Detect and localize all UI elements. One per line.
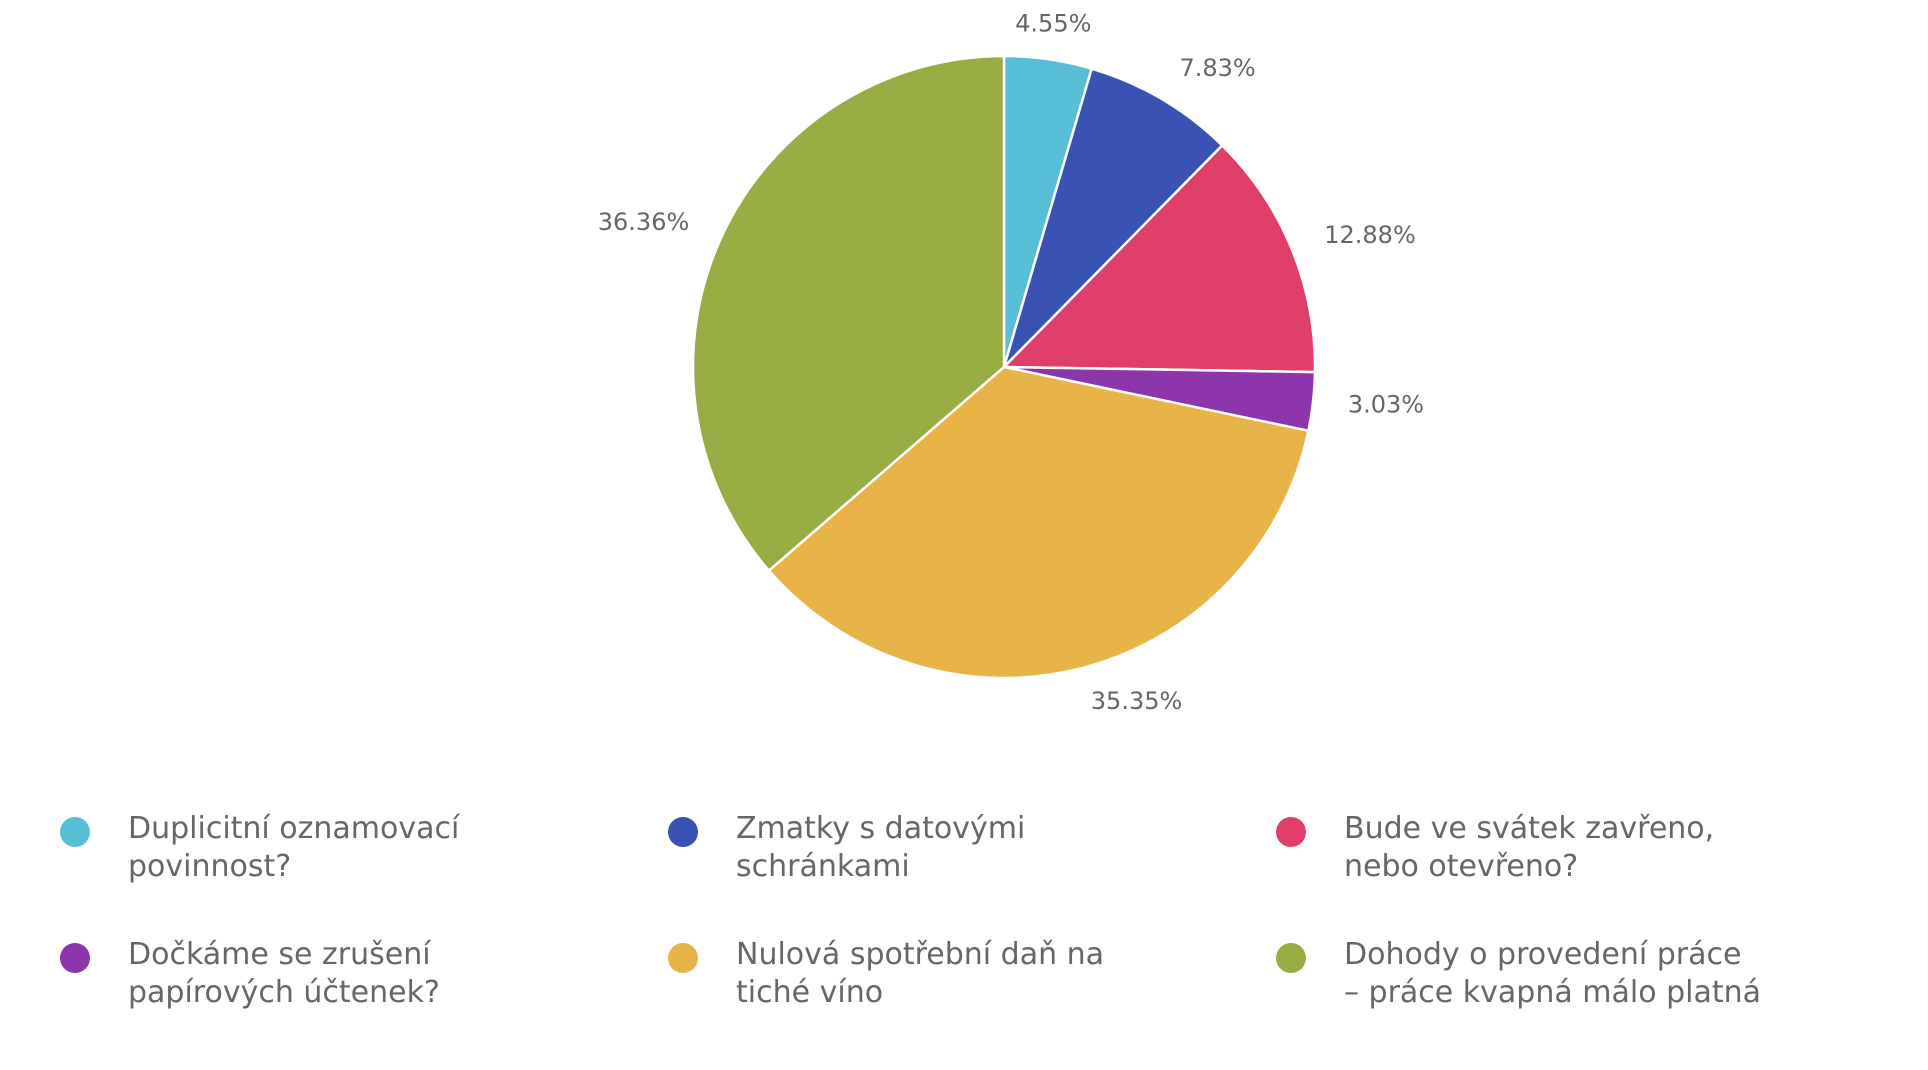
legend-label: Dohody o provedení práce – práce kvapná …: [1344, 937, 1762, 1010]
legend-item[interactable]: Dočkáme se zrušení papírových účtenek?: [60, 936, 668, 1012]
pie-plot-area: 4.55% 7.83% 12.88% 3.03% 35.35% 36.36%: [598, 10, 1424, 715]
legend-marker-icon: [668, 943, 698, 973]
legend: Duplicitní oznamovací povinnost? Zmatky …: [60, 810, 1890, 1012]
legend-label: Duplicitní oznamovací povinnost?: [128, 811, 460, 884]
legend-marker-icon: [668, 817, 698, 847]
legend-label: Zmatky s datovými schránkami: [736, 811, 1026, 884]
legend-item[interactable]: Dohody o provedení práce – práce kvapná …: [1276, 936, 1884, 1012]
pie-slice[interactable]: [1002, 144, 1317, 374]
pie-slice-label: 36.36%: [598, 208, 690, 236]
legend-marker-icon: [60, 817, 90, 847]
pie-slice-labels: 4.55% 7.83% 12.88% 3.03% 35.35% 36.36%: [598, 10, 1424, 715]
legend-label: Dočkáme se zrušení papírových účtenek?: [128, 937, 440, 1010]
legend-label: Nulová spotřební daň na tiché víno: [736, 937, 1105, 1010]
legend-item[interactable]: Nulová spotřební daň na tiché víno: [668, 936, 1276, 1012]
legend-item[interactable]: Zmatky s datovými schránkami: [668, 810, 1276, 886]
pie-slice[interactable]: [1002, 67, 1224, 369]
legend-label: Bude ve svátek zavřeno, nebo otevřeno?: [1344, 811, 1715, 884]
legend-marker-icon: [60, 943, 90, 973]
legend-item[interactable]: Bude ve svátek zavřeno, nebo otevřeno?: [1276, 810, 1884, 886]
pie-slice[interactable]: [767, 365, 1310, 680]
pie-slice-label: 35.35%: [1091, 687, 1183, 715]
legend-marker-icon: [1276, 943, 1306, 973]
pie-slice-label: 12.88%: [1324, 221, 1416, 249]
pie-slice-label: 4.55%: [1015, 10, 1091, 38]
pie-slices: [691, 54, 1317, 680]
pie-slice[interactable]: [691, 54, 1006, 572]
legend-item[interactable]: Duplicitní oznamovací povinnost?: [60, 810, 668, 886]
pie-slice-label: 7.83%: [1179, 54, 1255, 82]
legend-marker-icon: [1276, 817, 1306, 847]
pie-slice-label: 3.03%: [1348, 391, 1424, 419]
